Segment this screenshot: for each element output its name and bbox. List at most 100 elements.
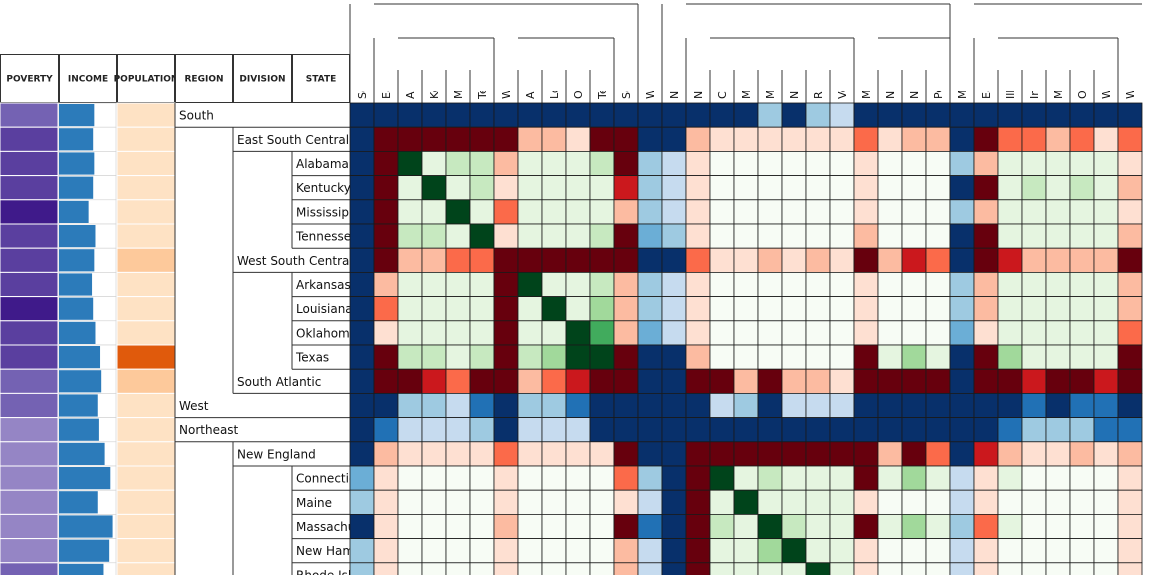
heatmap-cell — [949, 126, 975, 152]
heatmap-cell — [949, 271, 975, 297]
income-bar — [59, 394, 98, 417]
heatmap-cell — [1117, 320, 1143, 346]
income-bar — [59, 539, 110, 562]
heatmap-cell — [877, 441, 903, 467]
heatmap-cell — [397, 368, 423, 394]
col-label-new-jersey: New Jersey — [884, 37, 897, 99]
col-label-wisconsin: Wisconsin — [1100, 44, 1113, 99]
heatmap-cell — [373, 102, 399, 128]
heatmap-cell — [733, 199, 759, 225]
heatmap-cell — [493, 489, 519, 515]
heatmap-cell — [901, 465, 927, 491]
heatmap-cell — [1069, 368, 1095, 394]
poverty-cell — [0, 296, 59, 322]
heatmap-cell — [589, 562, 615, 575]
heatmap-cell — [853, 562, 879, 575]
heatmap-cell — [661, 417, 687, 443]
heatmap-cell — [997, 199, 1023, 225]
heatmap-cell — [829, 296, 855, 322]
heatmap-cell — [805, 175, 831, 201]
header-label-region: REGION — [185, 75, 224, 85]
heatmap-cell — [517, 344, 543, 370]
heatmap-cell — [997, 489, 1023, 515]
heatmap-cell — [613, 199, 639, 225]
col-label-mississippi: Mississippi — [452, 40, 465, 99]
heatmap-cell — [709, 296, 735, 322]
heatmap-cell — [493, 465, 519, 491]
heatmap-cell — [637, 320, 663, 346]
heatmap-cell — [781, 296, 807, 322]
heatmap-cell — [589, 538, 615, 564]
heatmap-cell — [853, 514, 879, 540]
heatmap-cell — [589, 199, 615, 225]
heatmap-cell — [613, 102, 639, 128]
header-label-income: INCOME — [68, 75, 108, 85]
heatmap-cell — [397, 562, 423, 575]
heatmap-cell — [1093, 320, 1119, 346]
heatmap-cell — [853, 175, 879, 201]
heatmap-cell — [901, 320, 927, 346]
heatmap-cell — [469, 344, 495, 370]
heatmap-cell — [1093, 538, 1119, 564]
heatmap-cell — [661, 247, 687, 273]
heatmap-cell — [517, 392, 543, 418]
heatmap-cell — [493, 320, 519, 346]
heatmap-cell — [397, 247, 423, 273]
heatmap-cell — [1021, 344, 1047, 370]
heatmap-cell — [973, 538, 999, 564]
heatmap-cell — [925, 538, 951, 564]
heatmap-cell — [1117, 417, 1143, 443]
income-bar — [59, 249, 95, 272]
heatmap-cell — [853, 538, 879, 564]
heatmap-cell — [949, 344, 975, 370]
heatmap-cell — [493, 441, 519, 467]
heatmap-cell — [349, 441, 375, 467]
heatmap-cell — [997, 271, 1023, 297]
header-label-division: DIVISION — [239, 75, 285, 85]
heatmap-cell — [1093, 271, 1119, 297]
header-label-state: STATE — [306, 75, 336, 85]
heatmap-cell — [349, 465, 375, 491]
heatmap-cell — [781, 247, 807, 273]
population-cell — [116, 441, 176, 467]
row-label-south-atlantic: South Atlantic — [237, 375, 321, 389]
heatmap-cell — [397, 271, 423, 297]
heatmap-cell — [997, 296, 1023, 322]
heatmap-cell — [541, 320, 567, 346]
heatmap-cell — [637, 538, 663, 564]
poverty-cell — [0, 102, 59, 128]
heatmap-cell — [1117, 538, 1143, 564]
heatmap-cell — [925, 175, 951, 201]
heatmap-cell — [349, 538, 375, 564]
heatmap-cell — [637, 392, 663, 418]
heatmap-cell — [421, 296, 447, 322]
heatmap-cell — [733, 562, 759, 575]
heatmap-cell — [1045, 271, 1071, 297]
heatmap-cell — [493, 538, 519, 564]
heatmap-cell — [613, 320, 639, 346]
heatmap-cell — [733, 150, 759, 176]
heatmap-cell — [925, 514, 951, 540]
heatmap-cell — [1069, 441, 1095, 467]
heatmap-cell — [709, 126, 735, 152]
heatmap-cell — [661, 368, 687, 394]
heatmap-cell — [853, 417, 879, 443]
heatmap-cell — [805, 417, 831, 443]
population-cell — [116, 223, 176, 249]
heatmap-cell — [613, 175, 639, 201]
heatmap-cell — [397, 150, 423, 176]
heatmap-cell — [1069, 102, 1095, 128]
income-bar — [59, 515, 113, 538]
heatmap-cell — [661, 344, 687, 370]
header-label-population: POPULATION — [114, 75, 179, 85]
heatmap-cell — [1117, 368, 1143, 394]
heatmap-cell — [997, 126, 1023, 152]
heatmap-cell — [661, 465, 687, 491]
header-cell-region — [175, 54, 233, 103]
col-label-west: West — [644, 71, 657, 99]
population-cell — [116, 102, 176, 128]
heatmap-cell — [469, 223, 495, 249]
heatmap-cell — [589, 150, 615, 176]
col-label-massachusetts: Massachusetts — [764, 17, 777, 99]
heatmap-cell — [565, 489, 591, 515]
